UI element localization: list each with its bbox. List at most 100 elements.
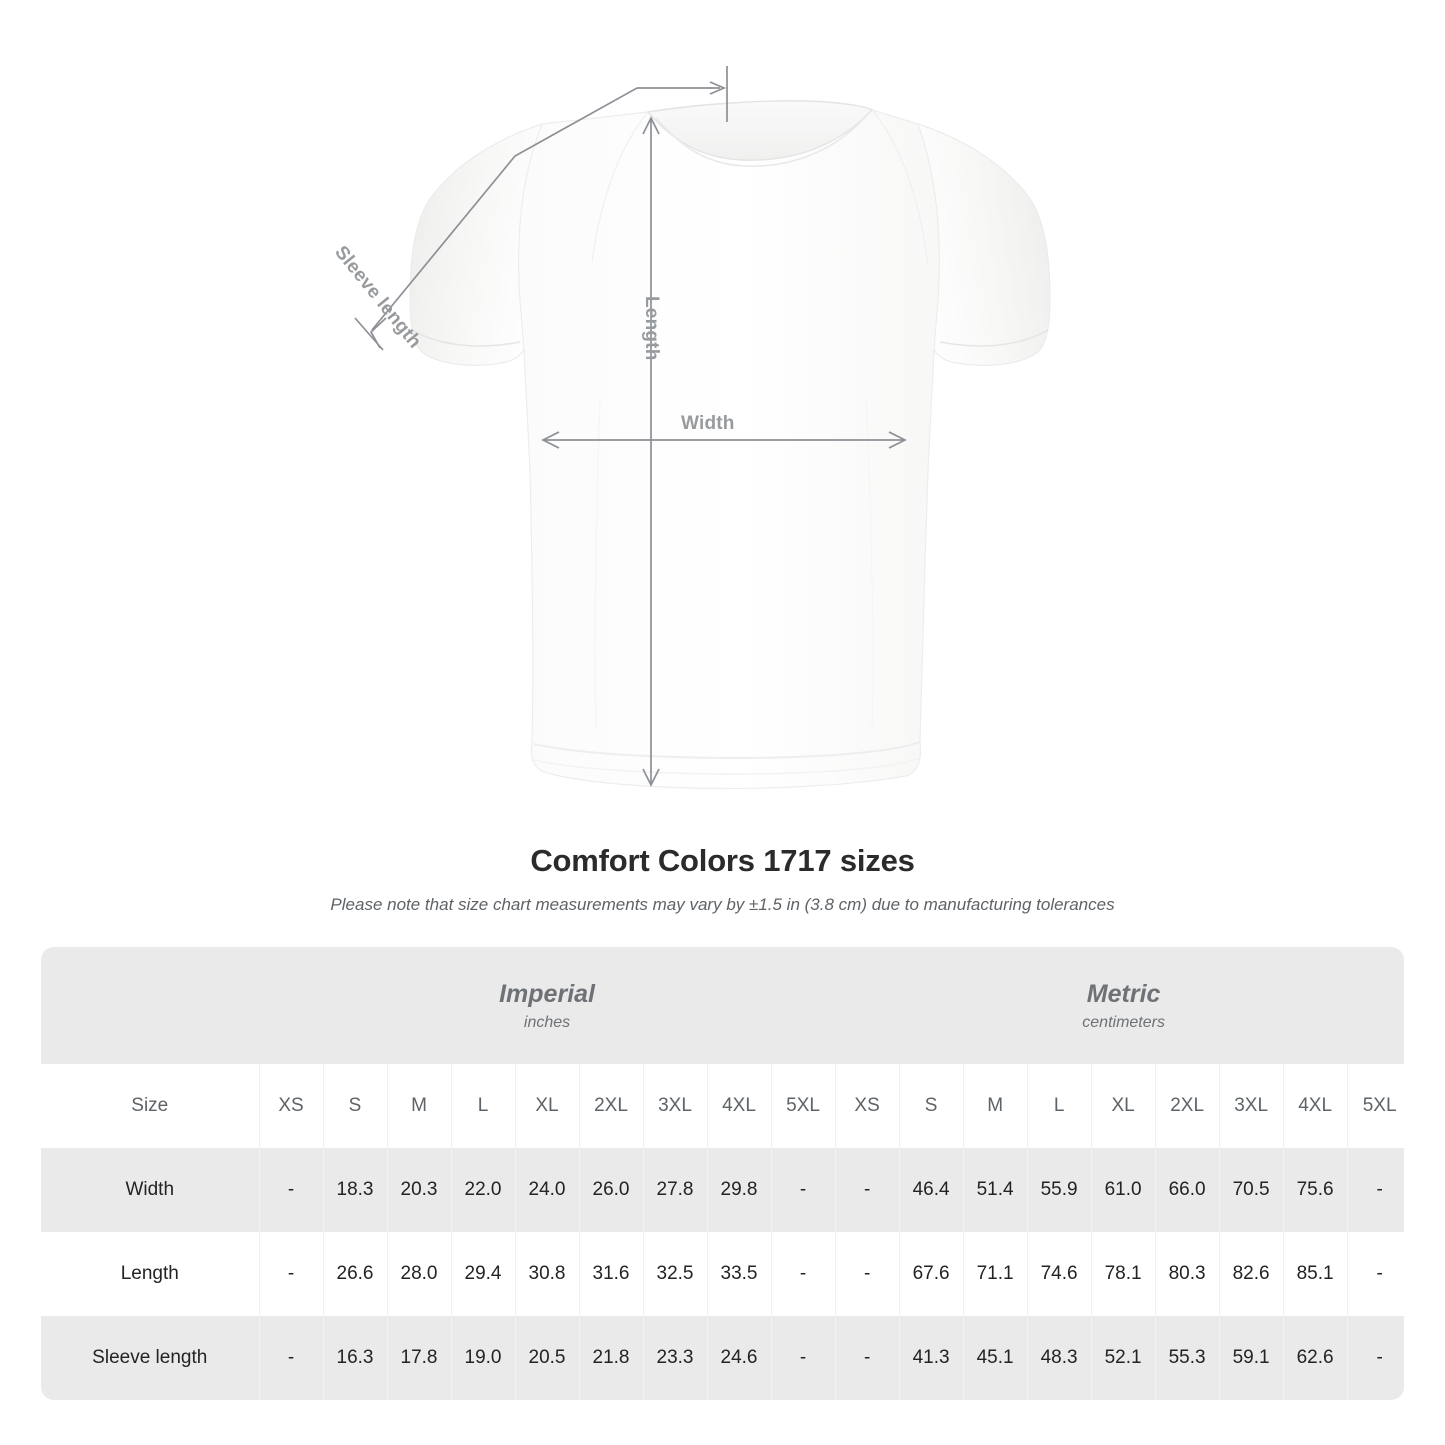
cell-sleeve-imperial-5xl: - bbox=[771, 1316, 836, 1400]
row-label-sleeve-length: Sleeve length bbox=[41, 1316, 260, 1400]
measurement-lines bbox=[354, 66, 907, 787]
cell-sleeve-imperial-l: 19.0 bbox=[451, 1316, 516, 1400]
size-chart-table-container: Imperial inches Metric centimeters Size … bbox=[41, 947, 1404, 1400]
cell-length-metric-5xl: - bbox=[1347, 1232, 1404, 1316]
column-header-metric-5xl: 5XL bbox=[1347, 1064, 1404, 1148]
cell-width-metric-s: 46.4 bbox=[899, 1148, 964, 1232]
cell-width-metric-3xl: 70.5 bbox=[1219, 1148, 1284, 1232]
column-header-size: Size bbox=[41, 1064, 260, 1148]
cell-sleeve-metric-xs: - bbox=[835, 1316, 900, 1400]
column-header-imperial-xs: XS bbox=[259, 1064, 324, 1148]
cell-length-metric-xs: - bbox=[835, 1232, 900, 1316]
unit-imperial-name: Imperial bbox=[499, 980, 595, 1008]
column-header-metric-l: L bbox=[1027, 1064, 1092, 1148]
unit-banner-spacer bbox=[41, 947, 259, 1064]
column-header-metric-3xl: 3XL bbox=[1219, 1064, 1284, 1148]
cell-width-metric-m: 51.4 bbox=[963, 1148, 1028, 1232]
cell-length-imperial-s: 26.6 bbox=[323, 1232, 388, 1316]
size-chart-table: Imperial inches Metric centimeters Size … bbox=[41, 947, 1404, 1400]
cell-length-metric-3xl: 82.6 bbox=[1219, 1232, 1284, 1316]
cell-sleeve-imperial-4xl: 24.6 bbox=[707, 1316, 772, 1400]
unit-imperial-sub: inches bbox=[523, 1014, 571, 1031]
width-guide bbox=[541, 431, 907, 449]
cell-sleeve-imperial-s: 16.3 bbox=[323, 1316, 388, 1400]
cell-width-imperial-5xl: - bbox=[771, 1148, 836, 1232]
cell-sleeve-metric-4xl: 62.6 bbox=[1283, 1316, 1348, 1400]
column-header-imperial-s: S bbox=[323, 1064, 388, 1148]
tolerance-note: Please note that size chart measurements… bbox=[330, 895, 1115, 914]
cell-sleeve-metric-3xl: 59.1 bbox=[1219, 1316, 1284, 1400]
column-header-imperial-5xl: 5XL bbox=[771, 1064, 836, 1148]
cell-width-imperial-3xl: 27.8 bbox=[643, 1148, 708, 1232]
cell-sleeve-metric-s: 41.3 bbox=[899, 1316, 964, 1400]
length-guide bbox=[642, 116, 660, 787]
column-header-imperial-4xl: 4XL bbox=[707, 1064, 772, 1148]
row-label-width: Width bbox=[41, 1148, 260, 1232]
cell-sleeve-metric-2xl: 55.3 bbox=[1155, 1316, 1220, 1400]
cell-width-imperial-xs: - bbox=[259, 1148, 324, 1232]
width-label: Width bbox=[681, 413, 735, 434]
shirt-body-shape bbox=[409, 100, 1051, 790]
cell-sleeve-metric-5xl: - bbox=[1347, 1316, 1404, 1400]
cell-sleeve-metric-l: 48.3 bbox=[1027, 1316, 1092, 1400]
column-header-imperial-m: M bbox=[387, 1064, 452, 1148]
table-row: Width - 18.3 20.3 22.0 24.0 26.0 27.8 29… bbox=[41, 1148, 1404, 1232]
column-header-imperial-xl: XL bbox=[515, 1064, 580, 1148]
length-label: Length bbox=[641, 296, 662, 361]
cell-width-imperial-l: 22.0 bbox=[451, 1148, 516, 1232]
column-header-imperial-l: L bbox=[451, 1064, 516, 1148]
column-header-metric-2xl: 2XL bbox=[1155, 1064, 1220, 1148]
unit-banner-row: Imperial inches Metric centimeters bbox=[41, 947, 1404, 1064]
cell-length-imperial-2xl: 31.6 bbox=[579, 1232, 644, 1316]
cell-width-metric-xs: - bbox=[835, 1148, 900, 1232]
cell-sleeve-imperial-2xl: 21.8 bbox=[579, 1316, 644, 1400]
cell-length-imperial-m: 28.0 bbox=[387, 1232, 452, 1316]
cell-width-imperial-4xl: 29.8 bbox=[707, 1148, 772, 1232]
cell-width-metric-xl: 61.0 bbox=[1091, 1148, 1156, 1232]
tshirt-illustration bbox=[354, 66, 1051, 790]
cell-width-metric-4xl: 75.6 bbox=[1283, 1148, 1348, 1232]
table-row: Length - 26.6 28.0 29.4 30.8 31.6 32.5 3… bbox=[41, 1232, 1404, 1316]
cell-width-imperial-s: 18.3 bbox=[323, 1148, 388, 1232]
cell-length-imperial-xl: 30.8 bbox=[515, 1232, 580, 1316]
title-block: Comfort Colors 1717 sizes Please note th… bbox=[0, 843, 1445, 915]
cell-width-imperial-xl: 24.0 bbox=[515, 1148, 580, 1232]
size-header-row: Size XS S M L XL 2XL 3XL 4XL 5XL XS S M … bbox=[41, 1064, 1404, 1148]
unit-metric-cell: Metric centimeters bbox=[835, 947, 1404, 1064]
cell-width-metric-l: 55.9 bbox=[1027, 1148, 1092, 1232]
cell-sleeve-imperial-m: 17.8 bbox=[387, 1316, 452, 1400]
cell-length-imperial-l: 29.4 bbox=[451, 1232, 516, 1316]
unit-imperial-cell: Imperial inches bbox=[259, 947, 836, 1064]
cell-length-imperial-5xl: - bbox=[771, 1232, 836, 1316]
row-label-length: Length bbox=[41, 1232, 260, 1316]
cell-length-metric-m: 71.1 bbox=[963, 1232, 1028, 1316]
cell-length-metric-4xl: 85.1 bbox=[1283, 1232, 1348, 1316]
cell-width-metric-5xl: - bbox=[1347, 1148, 1404, 1232]
tshirt-measurement-diagram: Sleeve length Length Width bbox=[330, 66, 1051, 790]
cell-sleeve-imperial-3xl: 23.3 bbox=[643, 1316, 708, 1400]
cell-length-metric-l: 74.6 bbox=[1027, 1232, 1092, 1316]
cell-width-imperial-m: 20.3 bbox=[387, 1148, 452, 1232]
cell-sleeve-imperial-xs: - bbox=[259, 1316, 324, 1400]
unit-metric-name: Metric bbox=[1086, 980, 1161, 1008]
cell-sleeve-imperial-xl: 20.5 bbox=[515, 1316, 580, 1400]
cell-width-metric-2xl: 66.0 bbox=[1155, 1148, 1220, 1232]
column-header-imperial-2xl: 2XL bbox=[579, 1064, 644, 1148]
cell-length-metric-2xl: 80.3 bbox=[1155, 1232, 1220, 1316]
column-header-metric-xl: XL bbox=[1091, 1064, 1156, 1148]
cell-length-imperial-xs: - bbox=[259, 1232, 324, 1316]
cell-width-imperial-2xl: 26.0 bbox=[579, 1148, 644, 1232]
table-row: Sleeve length - 16.3 17.8 19.0 20.5 21.8… bbox=[41, 1316, 1404, 1400]
column-header-metric-m: M bbox=[963, 1064, 1028, 1148]
unit-metric-sub: centimeters bbox=[1082, 1014, 1165, 1031]
sleeve-length-guide bbox=[354, 66, 728, 351]
column-header-imperial-3xl: 3XL bbox=[643, 1064, 708, 1148]
column-header-metric-s: S bbox=[899, 1064, 964, 1148]
cell-sleeve-metric-xl: 52.1 bbox=[1091, 1316, 1156, 1400]
page-title: Comfort Colors 1717 sizes bbox=[530, 843, 915, 878]
cell-sleeve-metric-m: 45.1 bbox=[963, 1316, 1028, 1400]
cell-length-imperial-4xl: 33.5 bbox=[707, 1232, 772, 1316]
column-header-metric-4xl: 4XL bbox=[1283, 1064, 1348, 1148]
column-header-metric-xs: XS bbox=[835, 1064, 900, 1148]
